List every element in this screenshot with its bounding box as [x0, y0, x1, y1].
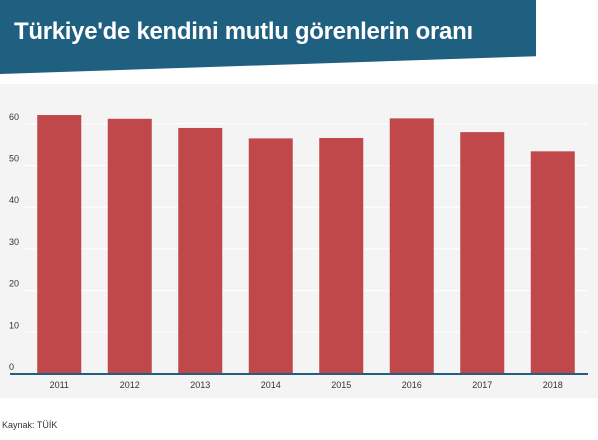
x-tick-label: 2013	[190, 380, 210, 390]
bar	[389, 118, 434, 374]
bar	[248, 138, 293, 374]
bar	[530, 151, 575, 374]
bar	[178, 127, 223, 374]
y-tick-label: 0	[9, 362, 14, 372]
x-tick-label: 2017	[472, 380, 492, 390]
y-tick-label: 10	[9, 320, 19, 330]
x-tick-label: 2012	[120, 380, 140, 390]
bar	[37, 115, 82, 374]
page-title: Türkiye'de kendini mutlu görenlerin oran…	[14, 18, 473, 45]
y-tick-label: 30	[9, 237, 19, 247]
x-tick-label: 2011	[50, 380, 69, 390]
bar-chart: 0 10 20 30 40 50 60 2011 2012 2013 2014 2015 2016 201…	[9, 112, 588, 390]
y-tick-label: 50	[9, 154, 19, 164]
title-banner: Türkiye'de kendini mutlu görenlerin oran…	[0, 0, 536, 74]
x-tick-label: 2016	[402, 380, 422, 390]
bar	[460, 132, 505, 374]
x-tick-label: 2014	[261, 380, 281, 390]
y-tick-label: 40	[9, 195, 19, 205]
y-tick-label: 20	[9, 279, 19, 289]
x-tick-label: 2018	[543, 380, 563, 390]
source-note: Kaynak: TÜİK	[2, 420, 58, 430]
y-tick-label: 60	[9, 112, 19, 122]
x-tick-label: 2015	[331, 380, 351, 390]
bar	[107, 118, 152, 374]
bar	[319, 137, 364, 374]
